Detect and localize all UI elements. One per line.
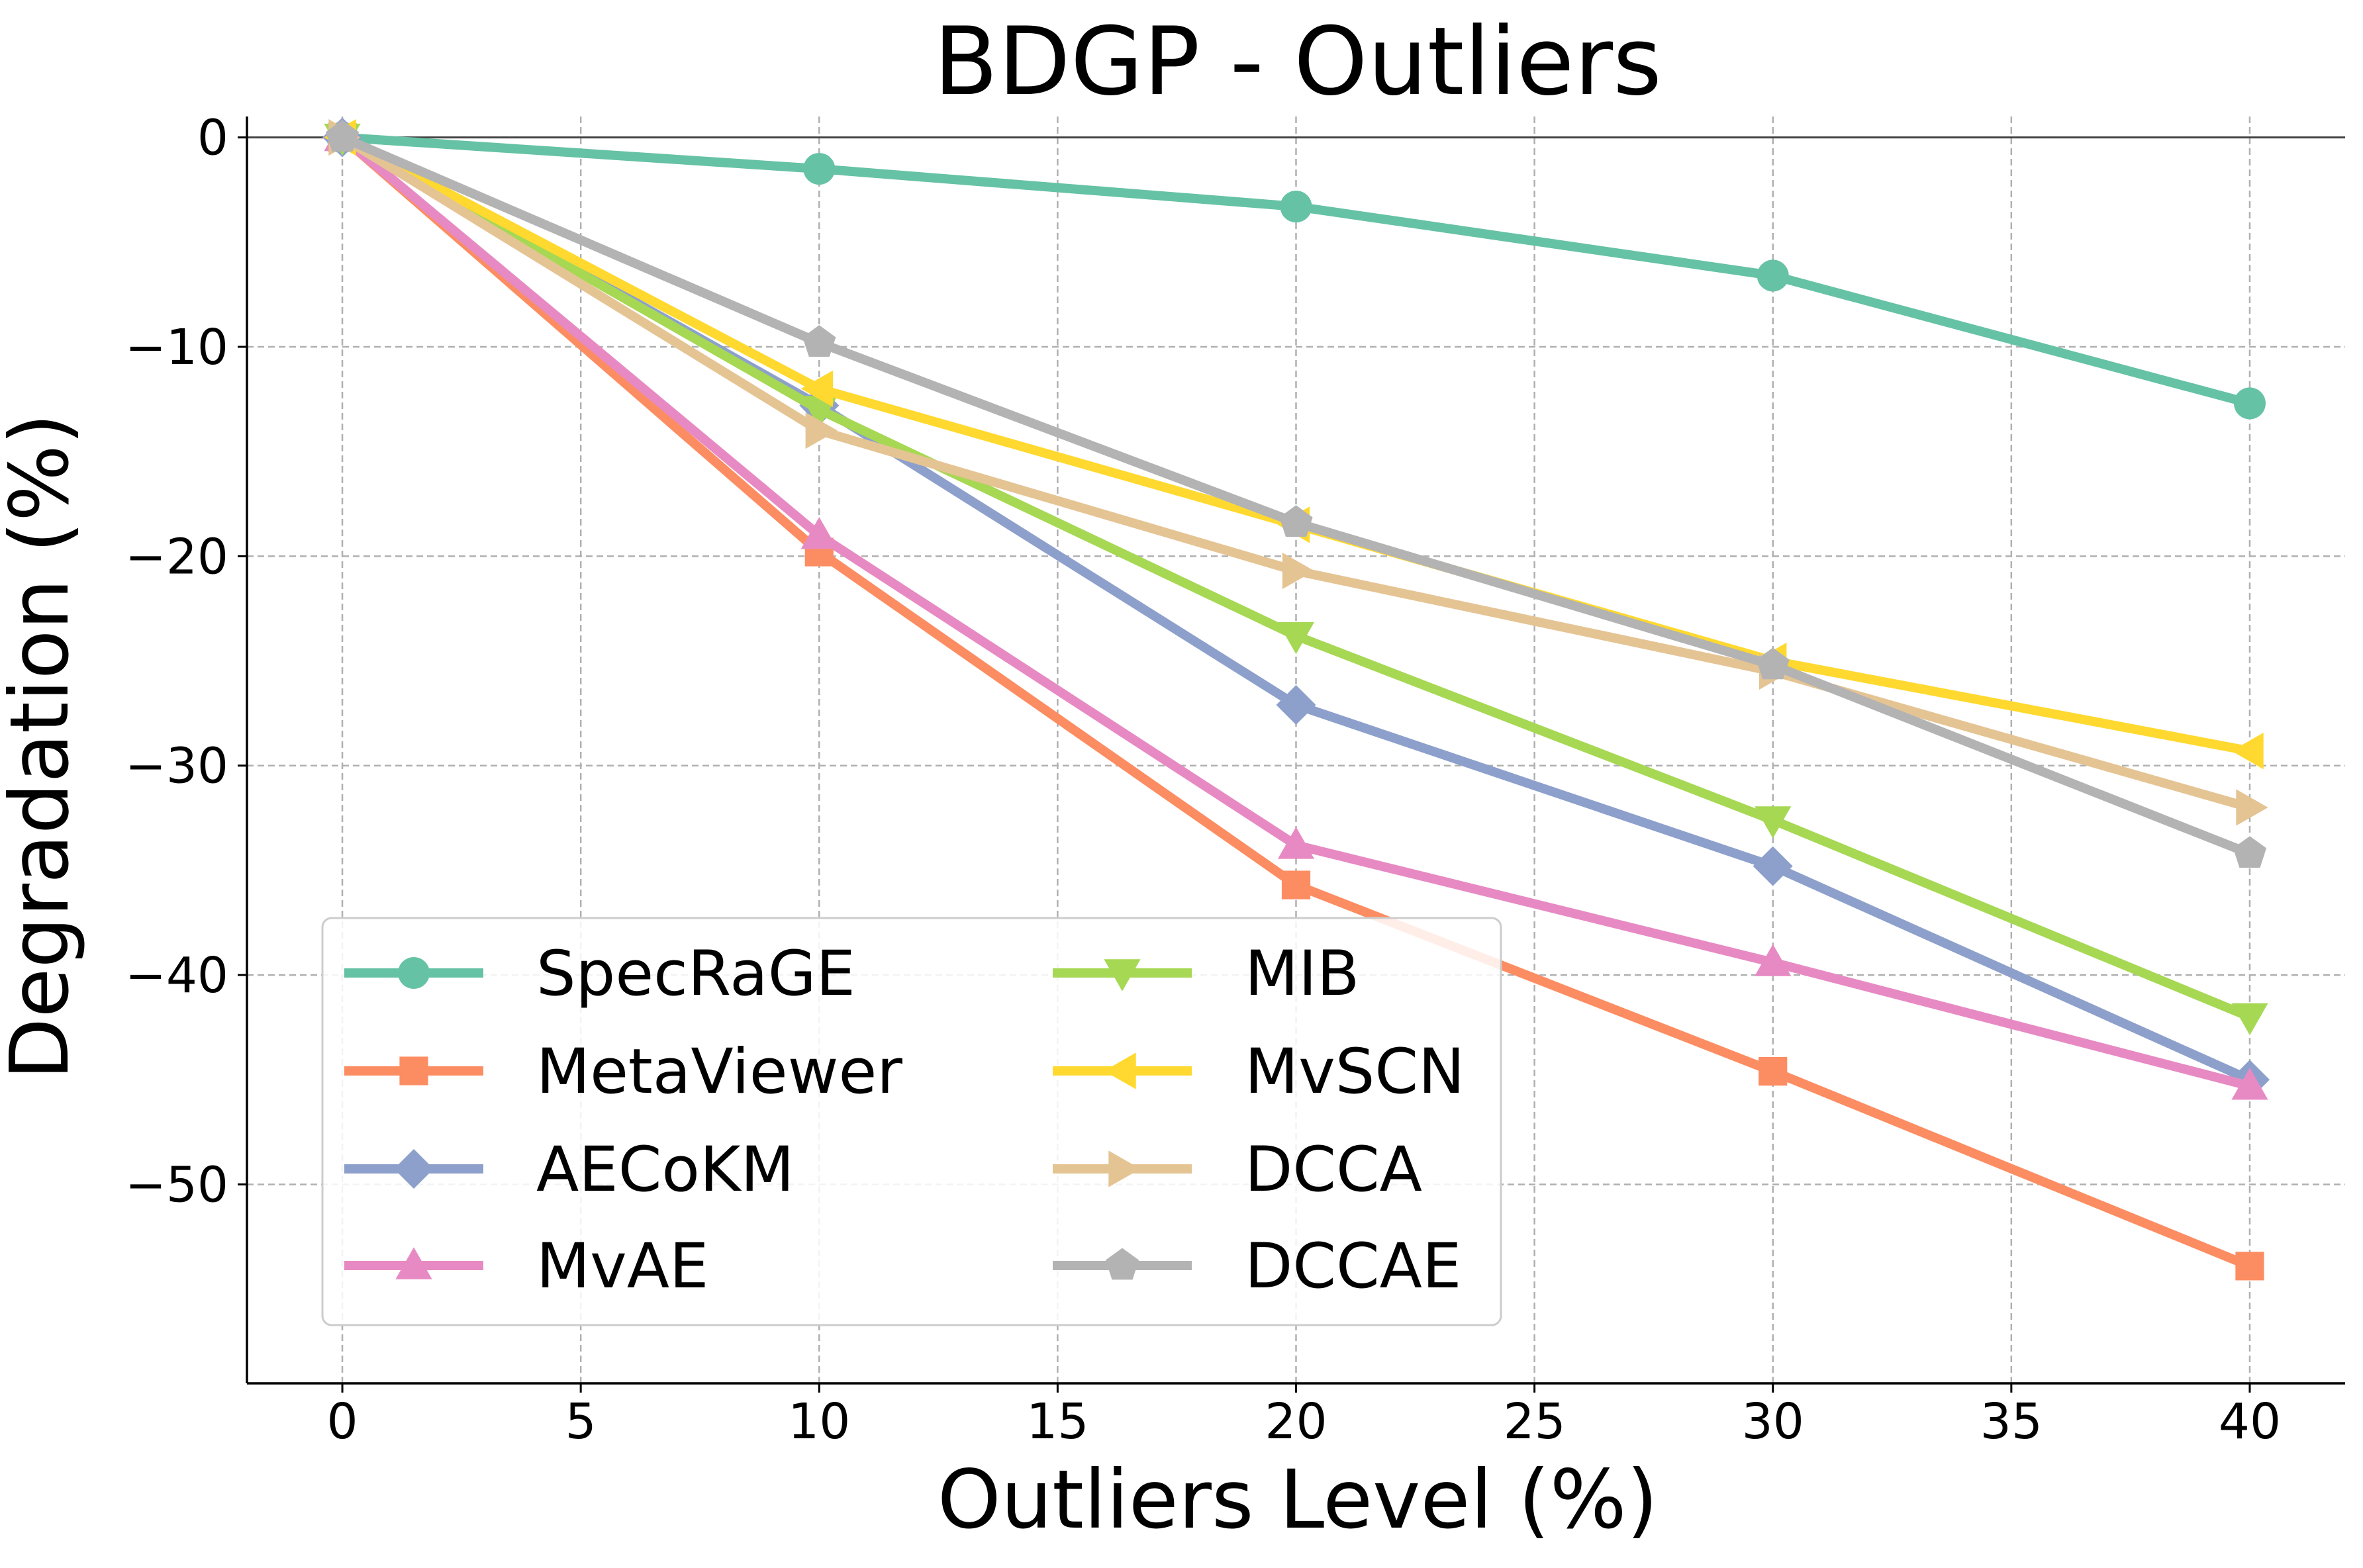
- legend-marker: [398, 957, 430, 989]
- legend-box: [321, 917, 1502, 1326]
- data-point: [2235, 1252, 2264, 1281]
- y-axis-label: Degradation (%): [0, 413, 87, 1080]
- data-point: [1756, 647, 1790, 680]
- data-point: [1755, 806, 1792, 839]
- data-point: [1276, 685, 1316, 725]
- y-tick-label: −50: [125, 1156, 228, 1213]
- legend-label: DCCA: [1245, 1134, 1422, 1206]
- legend-label: MIB: [1245, 938, 1359, 1010]
- legend-marker: [399, 1056, 428, 1085]
- data-point: [1753, 846, 1793, 886]
- legend-marker: [1105, 1248, 1139, 1280]
- series-mvae: [324, 119, 2268, 1100]
- x-tick-label: 35: [1980, 1393, 2043, 1450]
- legend-item-aecokm: AECoKM: [344, 1134, 795, 1206]
- x-tick-label: 15: [1026, 1393, 1088, 1450]
- x-tick-label: 5: [565, 1393, 597, 1450]
- legend-label: SpecRaGE: [536, 938, 855, 1010]
- data-point: [802, 325, 836, 357]
- legend: SpecRaGE MetaViewer AECoKM MvAE MIB MvSCN DCCA…: [321, 917, 1502, 1326]
- legend-marker: [1108, 1150, 1141, 1187]
- data-point: [1282, 552, 1315, 590]
- legend-item-specrage: SpecRaGE: [344, 938, 855, 1010]
- legend-label: MvSCN: [1245, 1036, 1465, 1108]
- x-tick-label: 40: [2219, 1393, 2281, 1450]
- x-tick-label: 25: [1504, 1393, 1566, 1450]
- legend-marker: [1104, 1052, 1136, 1089]
- legend-label: DCCAE: [1245, 1230, 1461, 1303]
- y-tick-label: −40: [125, 947, 228, 1004]
- x-tick-label: 10: [788, 1393, 850, 1450]
- legend-item-mvscn: MvSCN: [1053, 1036, 1465, 1108]
- data-point: [325, 120, 360, 152]
- data-point: [803, 153, 836, 185]
- data-point: [1277, 827, 1315, 859]
- chart-title: BDGP - Outliers: [934, 7, 1662, 116]
- y-tick-label: 0: [197, 110, 228, 167]
- ticks: 0 5 10 15 20 25 30 35 40 0 −10 −20 −30 −40 −50: [125, 110, 2281, 1450]
- data-point: [805, 412, 838, 449]
- legend-marker: [395, 1247, 432, 1279]
- data-point: [2231, 733, 2264, 770]
- legend-item-metaviewer: MetaViewer: [344, 1036, 902, 1108]
- data-point: [2231, 1068, 2268, 1100]
- legend-marker: [394, 1149, 434, 1189]
- data-point: [800, 517, 838, 549]
- data-point: [1757, 259, 1789, 292]
- data-point: [1281, 870, 1311, 899]
- data-point: [1280, 191, 1312, 223]
- legend-label: AECoKM: [536, 1134, 795, 1206]
- legend-item-mvae: MvAE: [344, 1230, 708, 1303]
- x-axis-label: Outliers Level (%): [938, 1453, 1658, 1547]
- data-point: [2231, 1003, 2268, 1035]
- legend-label: MetaViewer: [536, 1036, 902, 1108]
- data-point: [800, 370, 833, 407]
- data-point: [1755, 944, 1792, 976]
- x-tick-label: 0: [326, 1393, 358, 1450]
- series: [322, 117, 2270, 1281]
- data-point: [2236, 789, 2268, 826]
- data-point: [2233, 836, 2267, 868]
- data-point: [2233, 387, 2266, 420]
- x-tick-label: 20: [1265, 1393, 1327, 1450]
- legend-item-dccae: DCCAE: [1053, 1230, 1461, 1303]
- data-point: [1277, 622, 1315, 655]
- legend-label: MvAE: [536, 1230, 708, 1303]
- legend-item-dcca: DCCA: [1053, 1134, 1422, 1206]
- legend-marker: [1104, 959, 1141, 992]
- y-tick-label: −30: [125, 738, 228, 795]
- series-specrage: [326, 121, 2266, 420]
- data-point: [1279, 505, 1313, 537]
- y-tick-label: −10: [125, 319, 228, 376]
- x-tick-label: 30: [1742, 1393, 1804, 1450]
- data-point: [1759, 1057, 1788, 1086]
- series-dccae: [325, 120, 2267, 868]
- legend-item-mib: MIB: [1053, 938, 1359, 1010]
- y-tick-label: −20: [125, 528, 228, 585]
